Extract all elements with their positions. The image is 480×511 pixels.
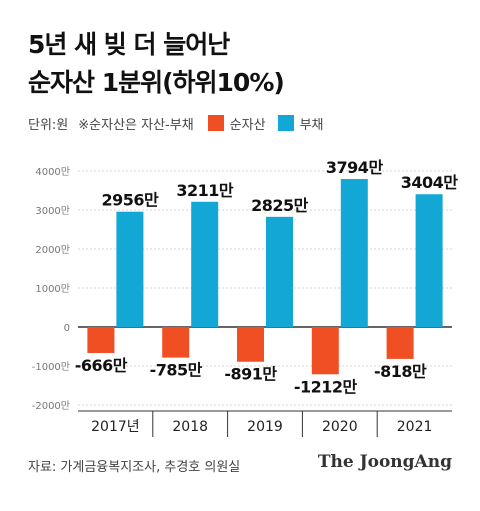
bar-debt: [415, 194, 443, 327]
data-label-net-assets: -818만: [374, 362, 427, 381]
x-tick-label: 2017년: [91, 419, 140, 435]
bar-net-assets: [386, 327, 414, 359]
data-label-debt: 3404만: [401, 173, 459, 192]
legend-row: 단위:원 ※순자산은 자산-부채 순자산 부채: [28, 112, 335, 134]
legend-label-debt: 부채: [299, 117, 324, 133]
legend-note: ※순자산은 자산-부채: [78, 117, 194, 133]
bar-net-assets: [311, 327, 339, 375]
legend-item-net-assets: 순자산: [207, 114, 266, 133]
title-line-2: 순자산 1분위(하위10%): [28, 68, 285, 97]
data-label-debt: 3211만: [176, 181, 234, 200]
bar-debt: [116, 211, 144, 327]
data-label-net-assets: -891만: [224, 365, 277, 384]
bar-debt: [191, 201, 219, 327]
source-note: 자료: 가계금융복지조사, 추경호 의원실: [28, 460, 241, 475]
y-tick-label: 1000만: [35, 283, 70, 295]
y-tick-label: -2000만: [32, 400, 70, 412]
title-line-1: 5년 새 빚 더 늘어난: [28, 30, 230, 59]
data-label-net-assets: -666만: [75, 356, 128, 375]
bar-chart: 4000만 3000만 2000만 1000만 0 -1000만 -2000만 2017년 -6…: [32, 158, 459, 437]
y-tick-label: 2000만: [35, 244, 70, 256]
legend-item-debt: 부채: [277, 114, 324, 133]
legend-swatch-net-assets: [207, 115, 224, 131]
y-tick-label: 4000만: [35, 166, 70, 178]
legend-swatch-debt: [277, 115, 294, 131]
x-tick-label: 2021: [397, 419, 433, 435]
data-label-debt: 3794만: [326, 158, 384, 177]
x-tick-label: 2019: [247, 419, 283, 435]
data-label-debt: 2825만: [251, 196, 309, 215]
unit-label: 단위:원: [28, 117, 69, 133]
publisher-logo: The JoongAng: [317, 452, 452, 472]
y-tick-label: -1000만: [32, 361, 70, 373]
x-tick-label: 2020: [322, 419, 358, 435]
bar-net-assets: [237, 327, 264, 362]
chart-title: 5년 새 빚 더 늘어난 순자산 1분위(하위10%): [28, 26, 285, 102]
bar-net-assets: [162, 327, 190, 358]
bar-debt: [340, 179, 368, 327]
data-label-debt: 2956만: [102, 191, 160, 210]
data-label-net-assets: -1212만: [294, 377, 358, 396]
data-label-net-assets: -785만: [150, 361, 203, 380]
bar-debt: [266, 216, 293, 327]
legend-label-net-assets: 순자산: [229, 117, 266, 133]
y-tick-label: 0: [64, 323, 70, 334]
bar-net-assets: [87, 327, 115, 353]
x-tick-label: 2018: [172, 419, 208, 435]
y-tick-label: 3000만: [35, 205, 70, 217]
